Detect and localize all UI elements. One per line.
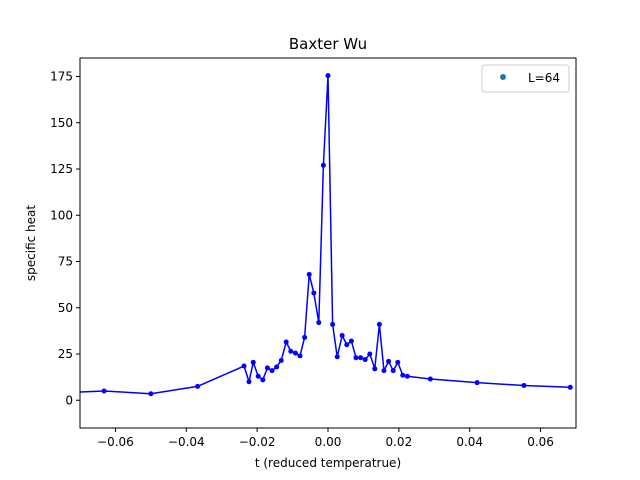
data-point	[367, 351, 373, 357]
data-point	[474, 380, 480, 386]
data-point	[283, 339, 289, 345]
x-tick-label: 0.04	[456, 435, 483, 449]
data-point	[330, 321, 336, 327]
x-tick-label: −0.04	[168, 435, 205, 449]
legend-box	[481, 64, 570, 93]
data-point	[297, 353, 303, 359]
data-point	[381, 368, 387, 374]
data-point	[567, 384, 573, 390]
data-point	[320, 162, 326, 168]
data-point	[372, 366, 378, 372]
x-axis-label: t (reduced temperatrue)	[255, 456, 401, 470]
y-tick-label: 125	[50, 162, 73, 176]
x-axis-ticks: −0.06 −0.04 −0.02 0.00 0.02 0.04 0.06	[97, 428, 554, 449]
y-axis-ticks: 0 25 50 75 100 125 150 175	[50, 70, 80, 407]
y-axis-label: specific heat	[24, 205, 38, 281]
data-point	[246, 379, 252, 385]
x-tick-label: 0.00	[315, 435, 342, 449]
data-point	[241, 363, 247, 369]
data-point	[325, 73, 331, 79]
data-point	[278, 357, 284, 363]
data-point	[195, 383, 201, 389]
data-point	[292, 350, 298, 356]
x-tick-label: −0.02	[239, 435, 276, 449]
data-point	[395, 359, 401, 365]
data-point	[344, 342, 350, 348]
y-tick-label: 25	[58, 347, 73, 361]
data-point	[334, 354, 340, 360]
y-tick-label: 150	[50, 116, 73, 130]
data-point	[390, 368, 396, 374]
legend: L=64	[481, 64, 570, 93]
legend-marker	[500, 74, 506, 80]
data-point	[148, 391, 154, 397]
plot-area	[80, 73, 573, 397]
data-point	[264, 365, 270, 371]
legend-label: L=64	[528, 71, 560, 85]
x-tick-label: 0.06	[527, 435, 554, 449]
data-point	[311, 290, 317, 296]
x-tick-label: 0.02	[385, 435, 412, 449]
data-point	[288, 348, 294, 354]
data-point	[404, 373, 410, 379]
data-point	[427, 376, 433, 382]
data-point	[521, 382, 527, 388]
y-tick-label: 50	[58, 301, 73, 315]
data-point	[101, 388, 107, 394]
data-point	[358, 355, 364, 361]
chart-title: Baxter Wu	[289, 35, 367, 53]
data-point	[255, 373, 261, 379]
data-point	[274, 364, 280, 370]
data-point	[306, 271, 312, 277]
data-point	[269, 368, 275, 374]
data-point	[400, 372, 406, 378]
data-point	[260, 377, 266, 383]
data-point	[348, 338, 354, 344]
x-tick-label: −0.06	[97, 435, 134, 449]
data-point	[386, 358, 392, 364]
data-point	[302, 334, 308, 340]
data-point	[376, 321, 382, 327]
y-tick-label: 100	[50, 208, 73, 222]
data-point	[339, 333, 345, 338]
data-point	[316, 320, 322, 326]
data-point	[353, 355, 359, 361]
data-point	[362, 357, 368, 363]
data-points	[101, 73, 573, 397]
y-tick-label: 175	[50, 70, 73, 84]
y-tick-label: 75	[58, 255, 73, 269]
y-tick-label: 0	[65, 393, 73, 407]
data-point	[250, 359, 256, 365]
